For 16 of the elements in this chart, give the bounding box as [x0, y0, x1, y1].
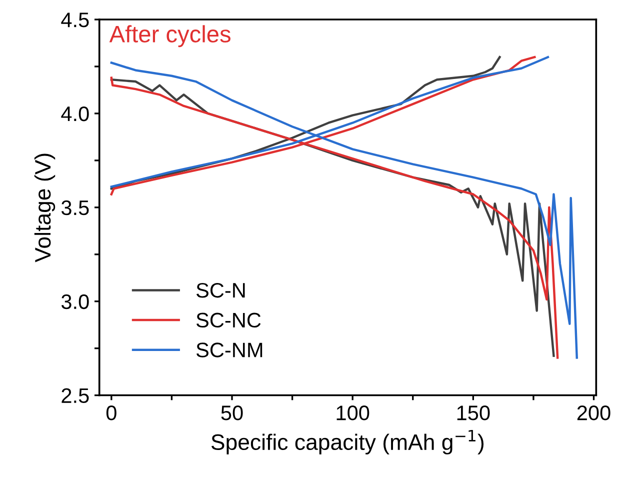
x-tick-label: 150 — [457, 406, 490, 420]
x-tick-label: 100 — [336, 406, 370, 420]
y-tick-label: 2.5 — [62, 388, 89, 404]
x-tick-label: 0 — [106, 406, 116, 420]
x-tick-label: 200 — [577, 406, 610, 420]
annotation: After cycles — [109, 25, 230, 48]
x-axis-title: Specific capacity (mAh g$^{−1}$) — [211, 430, 484, 454]
x-tick-label: 50 — [221, 406, 243, 420]
y-tick-label: 3.0 — [61, 294, 89, 310]
y-tick-label: 4.5 — [61, 12, 89, 28]
y-tick-label: 3.5 — [61, 200, 89, 216]
y-axis-title: Voltage (V) — [34, 154, 56, 262]
y-tick-label: 4.0 — [61, 106, 89, 122]
legend-label: SC-N — [196, 282, 245, 298]
legend-label: SC-NM — [196, 342, 262, 358]
legend-label: SC-NC — [196, 312, 261, 328]
